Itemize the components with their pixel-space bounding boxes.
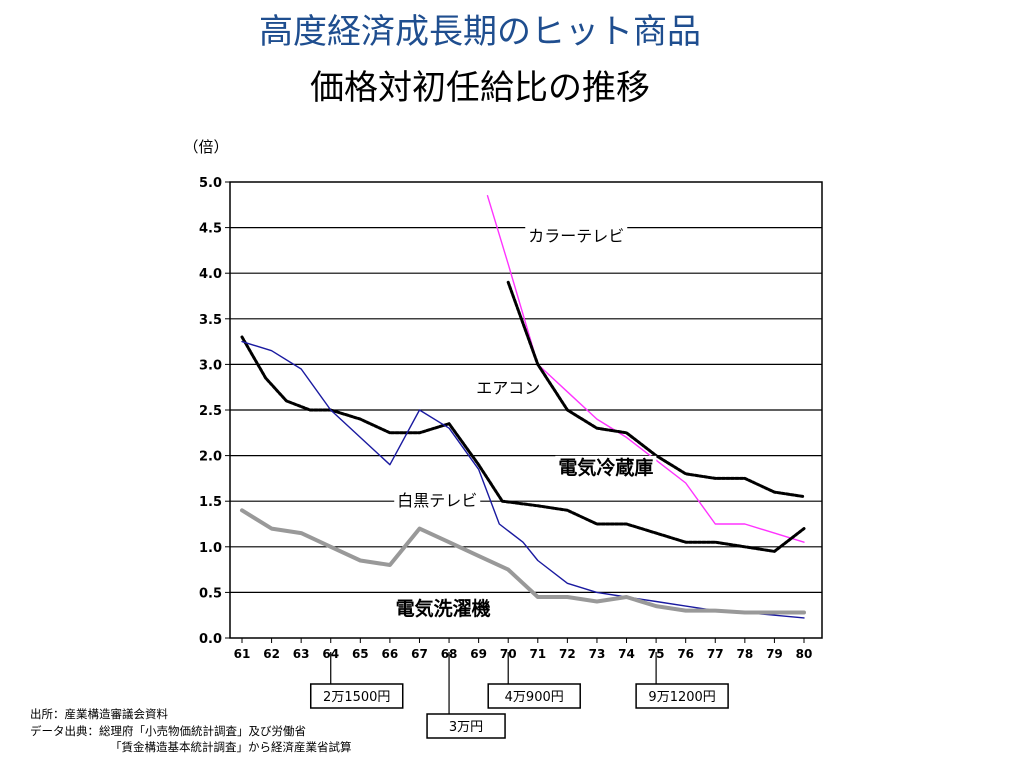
x-tick-label: 65	[352, 647, 369, 661]
x-tick-label: 79	[766, 647, 783, 661]
y-tick-label: 2.5	[199, 404, 222, 419]
series-label-bg	[525, 226, 628, 249]
series-label: 電気洗濯機	[396, 597, 491, 620]
y-tick-label: 3.5	[199, 313, 222, 328]
x-tick-label: 67	[411, 647, 428, 661]
x-tick-label: 76	[677, 647, 694, 661]
x-tick-label: 72	[559, 647, 576, 661]
x-tick-label: 80	[796, 647, 813, 661]
series-label: 電気冷蔵庫	[558, 456, 653, 479]
x-tick-label: 61	[234, 647, 251, 661]
y-tick-label: 1.5	[199, 495, 222, 510]
x-tick-label: 63	[293, 647, 310, 661]
series-line	[240, 508, 806, 615]
x-tick-label: 62	[263, 647, 280, 661]
series-label-bg	[473, 378, 544, 401]
x-tick-label: 74	[618, 647, 635, 661]
series-label-bg	[394, 490, 481, 513]
annotation-label: 4万900円	[505, 690, 564, 705]
source-line: 「賃金構造基本統計調査」から経済産業省試算	[110, 740, 352, 754]
annotation-label: 9万1200円	[648, 690, 715, 705]
y-tick-label: 1.0	[199, 541, 222, 556]
annotation-box	[309, 683, 404, 709]
y-tick-label: 4.5	[199, 222, 222, 237]
annotation-leader	[440, 652, 450, 724]
series-line	[506, 280, 806, 499]
source-line: データ出典：総理府「小売物価統計調査」及び労働省	[30, 723, 306, 738]
annotation-label: 2万1500円	[323, 690, 390, 705]
x-tick-label: 69	[470, 647, 487, 661]
y-tick-label: 0.5	[199, 586, 222, 601]
y-tick-label: 5.0	[199, 176, 222, 191]
y-axis-label: （倍）	[183, 138, 228, 156]
annotation-box	[426, 713, 506, 739]
y-tick-label: 0.0	[199, 632, 222, 647]
y-tick-label: 2.0	[199, 450, 222, 465]
chart-subtitle: 価格対初任給比の推移	[310, 68, 650, 108]
series-label: 白黒テレビ	[397, 491, 477, 510]
series-line	[240, 335, 806, 553]
x-tick-label: 73	[589, 647, 606, 661]
annotation-box	[487, 683, 581, 709]
chart-title: 高度経済成長期のヒット商品	[259, 12, 701, 52]
x-tick-label: 66	[382, 647, 399, 661]
series-label-bg	[555, 455, 657, 481]
y-tick-label: 3.0	[199, 358, 222, 373]
x-tick-label: 71	[529, 647, 546, 661]
series-label: エアコン	[476, 379, 540, 398]
y-tick-label: 4.0	[199, 267, 222, 282]
source-note: 出所：産業構造審議会資料 データ出典：総理府「小売物価統計調査」及び労働省 「賃…	[30, 706, 352, 756]
x-tick-label: 77	[707, 647, 724, 661]
series-label: カラーテレビ	[528, 226, 624, 245]
annotation-box	[635, 683, 729, 709]
x-tick-label: 78	[736, 647, 753, 661]
source-line: 出所：産業構造審議会資料	[30, 707, 168, 721]
series-label-bg	[392, 597, 494, 623]
annotation-label: 3万円	[449, 720, 483, 735]
